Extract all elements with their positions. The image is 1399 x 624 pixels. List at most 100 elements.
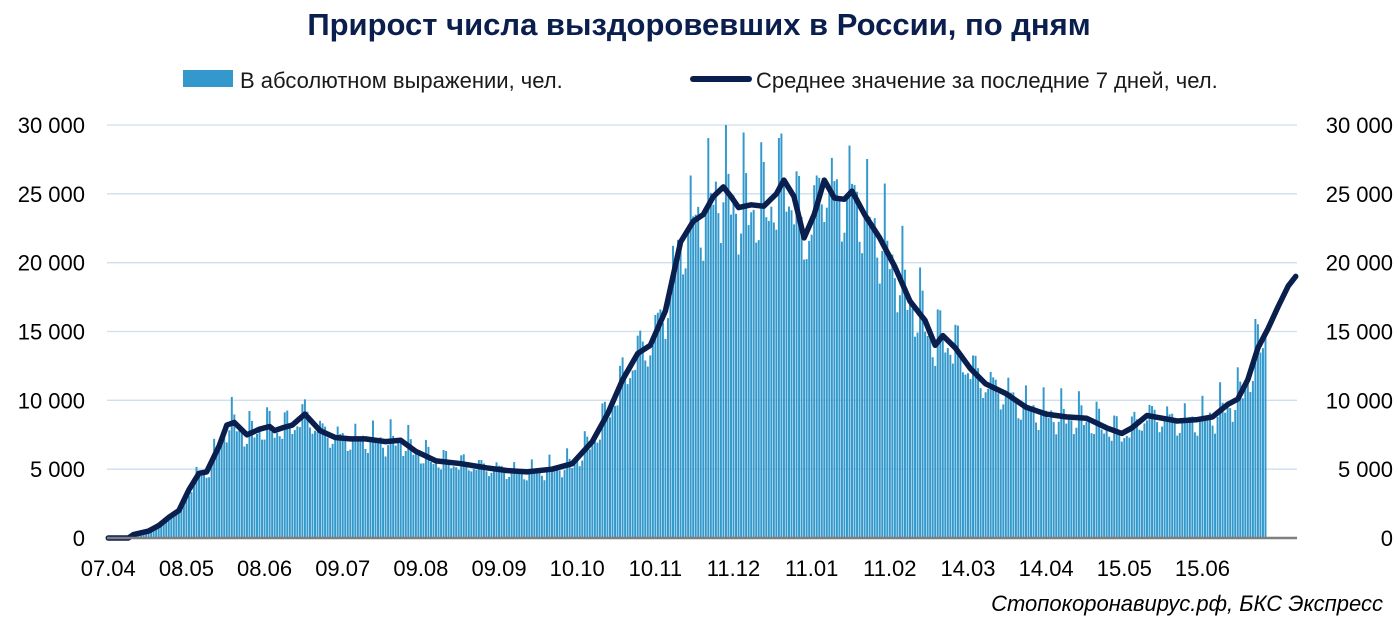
y-tick-label-left: 15 000 <box>18 320 85 345</box>
bar <box>263 439 266 538</box>
bar <box>636 335 639 538</box>
bar <box>735 213 738 538</box>
x-tick-label: 11.02 <box>863 556 916 581</box>
bar <box>180 504 183 538</box>
bar <box>1040 414 1043 538</box>
bar <box>1254 318 1257 538</box>
bar <box>810 234 813 538</box>
bar <box>871 228 874 538</box>
bar <box>150 530 153 538</box>
bar <box>160 522 163 538</box>
y-axis-left: 0 5 000 10 000 15 000 20 000 25 000 30 000 <box>18 113 85 551</box>
bar <box>843 232 846 538</box>
bar <box>634 369 637 538</box>
bar <box>916 332 919 538</box>
bar <box>1103 433 1106 538</box>
bar <box>679 239 682 538</box>
bar <box>1148 404 1151 538</box>
bar <box>520 470 523 538</box>
bar <box>576 459 579 538</box>
bar <box>1037 429 1040 538</box>
bar <box>382 447 385 538</box>
bar <box>1193 432 1196 538</box>
bar <box>1234 410 1237 538</box>
bar <box>553 471 556 538</box>
bar <box>727 173 730 539</box>
bar <box>359 436 362 538</box>
bar <box>946 348 949 538</box>
bar <box>245 443 248 538</box>
bar <box>1239 381 1242 538</box>
bar <box>840 241 843 539</box>
bar <box>886 240 889 538</box>
bar <box>762 162 765 539</box>
bar <box>745 173 748 538</box>
bar <box>470 471 473 538</box>
bar <box>596 442 599 538</box>
bar <box>324 426 327 538</box>
bar <box>581 460 584 538</box>
bar <box>276 432 279 538</box>
x-tick-label: 15.06 <box>1175 556 1230 581</box>
bar <box>1075 427 1078 538</box>
bar <box>858 241 861 538</box>
bar <box>1088 421 1090 538</box>
bar <box>1123 438 1126 538</box>
bar <box>198 472 201 538</box>
bar <box>661 322 664 538</box>
bar <box>926 335 929 538</box>
bar <box>936 309 939 538</box>
bar <box>571 468 574 538</box>
bar <box>394 445 397 538</box>
bar <box>956 325 959 538</box>
bar <box>787 206 790 538</box>
bar <box>379 437 382 538</box>
bar <box>213 438 216 538</box>
bar <box>1017 418 1020 538</box>
bar <box>1261 348 1264 538</box>
bar <box>412 454 415 538</box>
bar <box>719 243 722 538</box>
bar <box>223 437 226 538</box>
bar <box>724 125 727 538</box>
bar <box>238 426 241 538</box>
bar <box>767 220 770 539</box>
bar <box>177 506 180 538</box>
bar <box>818 177 821 538</box>
bar <box>757 240 760 538</box>
bar <box>909 302 911 538</box>
bar <box>256 433 258 538</box>
bar <box>374 438 377 538</box>
bar <box>835 179 838 538</box>
bar <box>1055 434 1058 538</box>
bar <box>1256 324 1259 538</box>
bar <box>319 420 322 538</box>
bar <box>1098 408 1101 538</box>
bar <box>1249 391 1252 538</box>
bar <box>697 206 700 539</box>
bar <box>684 268 687 538</box>
bar <box>598 439 601 538</box>
bar <box>167 517 170 538</box>
x-tick-label: 14.04 <box>1019 556 1074 581</box>
bar <box>750 212 753 538</box>
bar <box>747 225 750 538</box>
bar <box>200 472 203 538</box>
bar <box>225 442 228 538</box>
bar <box>422 463 425 538</box>
bar <box>694 214 697 538</box>
y-tick-label-right: 5 000 <box>1338 457 1393 482</box>
bar <box>419 463 422 538</box>
bar <box>619 365 622 538</box>
bar <box>1206 419 1209 538</box>
y-tick-label-right: 30 000 <box>1326 113 1393 138</box>
bar <box>934 365 937 538</box>
bar <box>624 373 627 538</box>
bar <box>1009 392 1012 538</box>
bar <box>666 318 669 538</box>
bar <box>465 462 468 538</box>
bar <box>218 448 221 538</box>
bar <box>896 312 899 538</box>
source-note: Стопокоронавирус.рф, БКС Экспресс <box>991 591 1383 616</box>
bar <box>866 159 869 538</box>
